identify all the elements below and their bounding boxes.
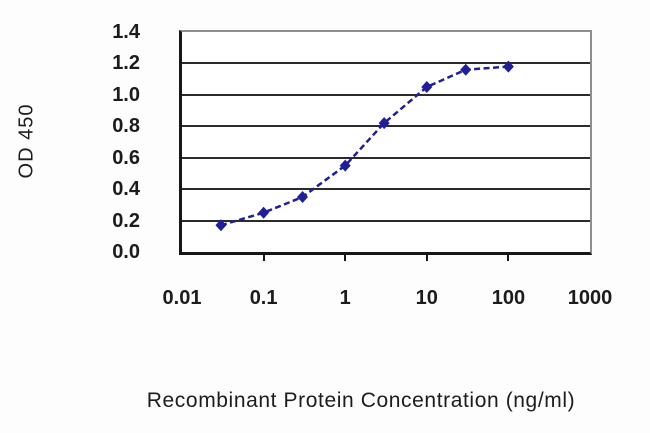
data-point-marker	[258, 206, 270, 219]
data-point-marker	[215, 219, 227, 232]
x-tick-mark	[507, 255, 510, 261]
y-tick-label: 0.6	[112, 146, 140, 169]
x-tick-label: 0.01	[162, 287, 202, 309]
y-tick-label: 0.2	[112, 209, 140, 232]
x-tick-mark	[425, 255, 428, 261]
x-tick-mark	[262, 255, 265, 261]
data-series-svg	[215, 60, 514, 232]
data-point-marker	[502, 60, 514, 73]
x-tick-label: 0.1	[249, 287, 278, 309]
y-tick-label: 1.2	[112, 52, 140, 75]
x-tick-label: 1	[339, 287, 351, 309]
y-tick-label: 0.4	[112, 178, 140, 201]
x-tick-label: 100	[491, 287, 526, 309]
data-point-marker	[421, 81, 433, 93]
gridline	[182, 188, 590, 191]
data-point-marker	[460, 63, 472, 76]
x-tick-label: 1000	[567, 287, 613, 309]
x-tick-mark	[344, 255, 347, 261]
y-tick-label: 1.0	[112, 83, 140, 106]
plot-area	[179, 30, 592, 255]
gridline	[182, 219, 590, 222]
y-axis-title: OD 450	[15, 103, 38, 179]
y-tick-label: 0.8	[112, 115, 140, 138]
data-point-marker	[297, 191, 309, 203]
x-tick-label: 10	[415, 287, 438, 309]
data-point-marker	[378, 117, 390, 130]
y-tick-label: 1.4	[112, 21, 140, 43]
x-axis-title: Recombinant Protein Concentration (ng/ml…	[146, 389, 576, 412]
gridline	[182, 93, 590, 96]
gridline	[182, 156, 590, 159]
od450-line	[220, 65, 509, 227]
y-tick-label: 0.0	[112, 241, 140, 263]
gridline	[182, 62, 590, 65]
data-point-marker	[339, 159, 351, 172]
